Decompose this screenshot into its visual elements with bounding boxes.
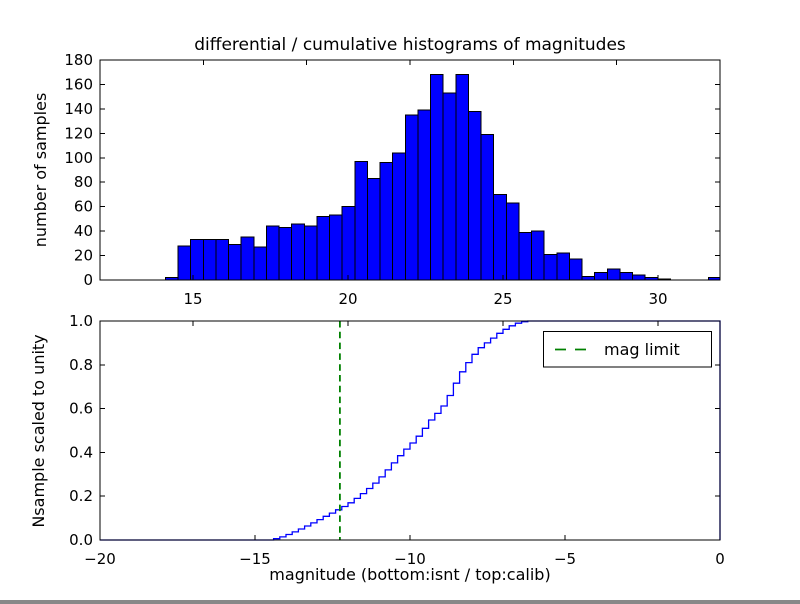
histogram-bar — [619, 272, 634, 281]
y-tick-label: 0.4 — [69, 443, 93, 461]
y-tick-label: 0.6 — [69, 400, 93, 418]
top-y-axis-label: number of samples — [31, 93, 50, 248]
y-tick-label: 80 — [74, 173, 93, 191]
y-tick-label: 1.0 — [69, 312, 93, 330]
histogram-bar — [265, 225, 280, 281]
histogram-bar — [594, 272, 608, 281]
histogram-bar — [392, 152, 406, 281]
bottom-y-axis-label: Nsample scaled to unity — [29, 334, 48, 527]
histogram-bar — [329, 214, 343, 281]
histogram-bar — [253, 246, 267, 281]
x-tick-label: 0 — [715, 550, 725, 568]
legend-box — [543, 331, 712, 368]
y-tick-label: 60 — [74, 198, 93, 216]
histogram-bar — [455, 74, 469, 281]
histogram-bar — [442, 92, 457, 281]
y-tick-label: 120 — [64, 124, 93, 142]
x-tick-label: −10 — [394, 550, 426, 568]
histogram-bar — [480, 134, 495, 281]
histogram-bar — [278, 226, 293, 281]
histogram-bar — [404, 114, 419, 281]
histogram-bar — [316, 215, 331, 281]
histogram-bar — [379, 162, 394, 281]
y-tick-label: 100 — [64, 149, 93, 167]
histogram-bar — [215, 239, 230, 281]
histogram-bar — [202, 239, 217, 281]
histogram-bar — [366, 178, 381, 281]
histogram-bar — [228, 244, 242, 281]
chart-title: differential / cumulative histograms of … — [194, 35, 626, 55]
histogram-bar — [291, 223, 305, 281]
x-tick-label: 15 — [183, 290, 202, 308]
histogram-bar — [632, 274, 646, 281]
histogram-bar — [177, 245, 192, 281]
histogram-bar — [505, 202, 520, 281]
histogram-bar — [240, 236, 255, 281]
histogram-bar — [568, 258, 583, 281]
x-tick-label: 25 — [493, 290, 512, 308]
top-histogram-axes: 15 20 25 30 0 20 40 60 80 100 120 140 160 180 — [64, 51, 721, 308]
legend: mag limit — [543, 331, 712, 368]
y-tick-label: 0.2 — [69, 487, 93, 505]
histogram-bar — [467, 110, 482, 281]
y-tick-label: 0.0 — [69, 531, 93, 549]
y-tick-label: 140 — [64, 100, 93, 118]
x-tick-label: 20 — [338, 290, 357, 308]
histogram-bar — [417, 109, 432, 281]
histogram-bar — [493, 193, 507, 281]
x-axis-label: magnitude (bottom:isnt / top:calib) — [269, 565, 550, 584]
y-tick-label: 0 — [83, 271, 93, 289]
histogram-bar — [581, 275, 596, 281]
x-tick-label: −15 — [239, 550, 271, 568]
y-tick-label: 40 — [74, 222, 93, 240]
histogram-bar — [606, 268, 621, 281]
y-tick-label: 180 — [64, 51, 93, 69]
tick-marks — [100, 59, 720, 281]
histogram-bars — [164, 74, 721, 281]
x-tick-label: 30 — [648, 290, 667, 308]
tick-marks — [99, 320, 721, 541]
histogram-bar — [430, 74, 444, 281]
y-tick-label: 20 — [74, 247, 93, 265]
histogram-bar — [531, 230, 545, 281]
x-tick-label: −5 — [554, 550, 576, 568]
x-tick-label: −20 — [84, 550, 116, 568]
histogram-bar — [543, 253, 558, 281]
histogram-bar — [341, 206, 356, 281]
legend-label: mag limit — [604, 340, 680, 359]
y-tick-label: 160 — [64, 75, 93, 93]
y-tick-label: 0.8 — [69, 356, 93, 374]
histogram-bar — [556, 252, 570, 281]
cumulative-step-line — [100, 320, 721, 541]
histogram-bar — [518, 231, 533, 281]
histogram-bar — [354, 160, 368, 281]
bottom-cumulative-axes: −20 −15 −10 −5 0 0.0 0.2 0.4 0.6 0.8 1.0 mag limit — [69, 312, 725, 568]
histogram-bar — [190, 239, 204, 281]
histogram-bar — [303, 225, 318, 281]
